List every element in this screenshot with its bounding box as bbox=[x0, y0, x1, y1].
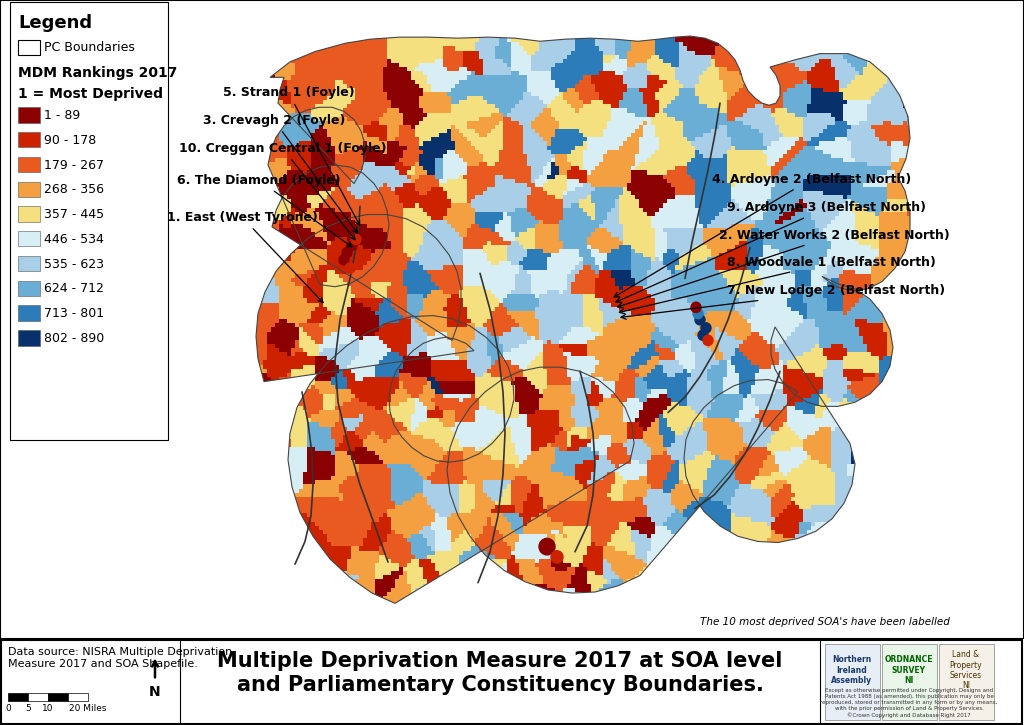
Circle shape bbox=[691, 302, 701, 312]
Text: 90 - 178: 90 - 178 bbox=[44, 134, 96, 146]
Text: 20 Miles: 20 Miles bbox=[70, 704, 106, 713]
Text: 802 - 890: 802 - 890 bbox=[44, 332, 104, 345]
Text: 268 - 356: 268 - 356 bbox=[44, 183, 104, 196]
Text: 1. East (West Tyrone): 1. East (West Tyrone) bbox=[167, 211, 323, 302]
Bar bbox=[18, 132, 40, 147]
Text: 357 - 445: 357 - 445 bbox=[44, 208, 104, 221]
Text: 9. Ardoyne 3 (Belfast North): 9. Ardoyne 3 (Belfast North) bbox=[616, 202, 927, 302]
Text: Legend: Legend bbox=[18, 14, 92, 33]
Text: 10: 10 bbox=[42, 704, 53, 713]
Bar bbox=[18, 330, 40, 346]
Bar bbox=[18, 157, 40, 173]
Text: Land &
Property
Services
NI: Land & Property Services NI bbox=[949, 650, 982, 690]
Text: ORDNANCE
SURVEY
NI: ORDNANCE SURVEY NI bbox=[885, 655, 933, 685]
Bar bbox=[48, 693, 68, 701]
Circle shape bbox=[698, 330, 708, 340]
Text: 6. The Diamond (Foyle): 6. The Diamond (Foyle) bbox=[177, 174, 352, 247]
Text: 624 - 712: 624 - 712 bbox=[44, 282, 103, 295]
Text: 4. Ardoyne 2 (Belfast North): 4. Ardoyne 2 (Belfast North) bbox=[614, 173, 910, 297]
Text: 7. New Lodge 2 (Belfast North): 7. New Lodge 2 (Belfast North) bbox=[621, 284, 945, 319]
Text: PC Boundaries: PC Boundaries bbox=[44, 41, 135, 54]
Bar bbox=[825, 645, 880, 720]
Text: 179 - 267: 179 - 267 bbox=[44, 159, 104, 172]
Text: Measure 2017 and SOA Shapefile.: Measure 2017 and SOA Shapefile. bbox=[8, 659, 198, 669]
Text: 10. Creggan Central 1 (Foyle): 10. Creggan Central 1 (Foyle) bbox=[179, 142, 386, 240]
Text: Northern
Ireland
Assembly: Northern Ireland Assembly bbox=[831, 655, 872, 685]
Bar bbox=[18, 181, 40, 197]
Bar bbox=[18, 305, 40, 320]
Bar bbox=[882, 645, 937, 720]
Bar bbox=[939, 645, 994, 720]
Circle shape bbox=[701, 323, 711, 333]
Circle shape bbox=[703, 335, 713, 346]
Text: 713 - 801: 713 - 801 bbox=[44, 307, 104, 320]
Text: 5: 5 bbox=[26, 704, 31, 713]
Bar bbox=[18, 107, 40, 123]
Text: 3. Crevagh 2 (Foyle): 3. Crevagh 2 (Foyle) bbox=[203, 114, 357, 233]
Bar bbox=[18, 40, 40, 54]
Bar bbox=[68, 693, 88, 701]
Circle shape bbox=[347, 240, 357, 251]
Text: Data source: NISRA Multiple Deprivation: Data source: NISRA Multiple Deprivation bbox=[8, 647, 232, 658]
Circle shape bbox=[695, 315, 705, 325]
Text: 5. Strand 1 (Foyle): 5. Strand 1 (Foyle) bbox=[222, 86, 359, 225]
Bar bbox=[18, 281, 40, 296]
Text: 2. Water Works 2 (Belfast North): 2. Water Works 2 (Belfast North) bbox=[617, 229, 950, 307]
Text: MDM Rankings 2017: MDM Rankings 2017 bbox=[18, 66, 177, 80]
Text: 1 - 89: 1 - 89 bbox=[44, 109, 80, 122]
Text: 1 = Most Deprived: 1 = Most Deprived bbox=[18, 86, 163, 101]
Text: Except as otherwise permitted under Copyright, Designs and
Patents Act 1988 (as : Except as otherwise permitted under Copy… bbox=[820, 688, 997, 718]
Bar bbox=[155, 5, 955, 629]
Text: 8. Woodvale 1 (Belfast North): 8. Woodvale 1 (Belfast North) bbox=[620, 256, 936, 314]
Circle shape bbox=[693, 308, 703, 319]
Circle shape bbox=[345, 263, 355, 273]
Text: and Parliamentary Constituency Boundaries.: and Parliamentary Constituency Boundarie… bbox=[237, 675, 764, 695]
Text: 535 - 623: 535 - 623 bbox=[44, 257, 104, 270]
Text: Multiple Deprivation Measure 2017 at SOA level: Multiple Deprivation Measure 2017 at SOA… bbox=[217, 651, 782, 671]
Bar bbox=[28, 693, 48, 701]
Bar bbox=[10, 2, 168, 440]
Circle shape bbox=[339, 254, 349, 265]
Text: 0: 0 bbox=[5, 704, 11, 713]
Circle shape bbox=[539, 539, 555, 555]
Bar bbox=[8, 693, 28, 701]
Bar bbox=[18, 231, 40, 247]
Circle shape bbox=[551, 551, 563, 563]
Text: 446 - 534: 446 - 534 bbox=[44, 233, 103, 246]
Bar bbox=[18, 256, 40, 271]
Text: The 10 most deprived SOA's have been labelled: The 10 most deprived SOA's have been lab… bbox=[700, 617, 950, 627]
Bar bbox=[18, 207, 40, 222]
Text: N: N bbox=[150, 685, 161, 699]
Circle shape bbox=[351, 234, 361, 244]
Circle shape bbox=[342, 247, 352, 258]
